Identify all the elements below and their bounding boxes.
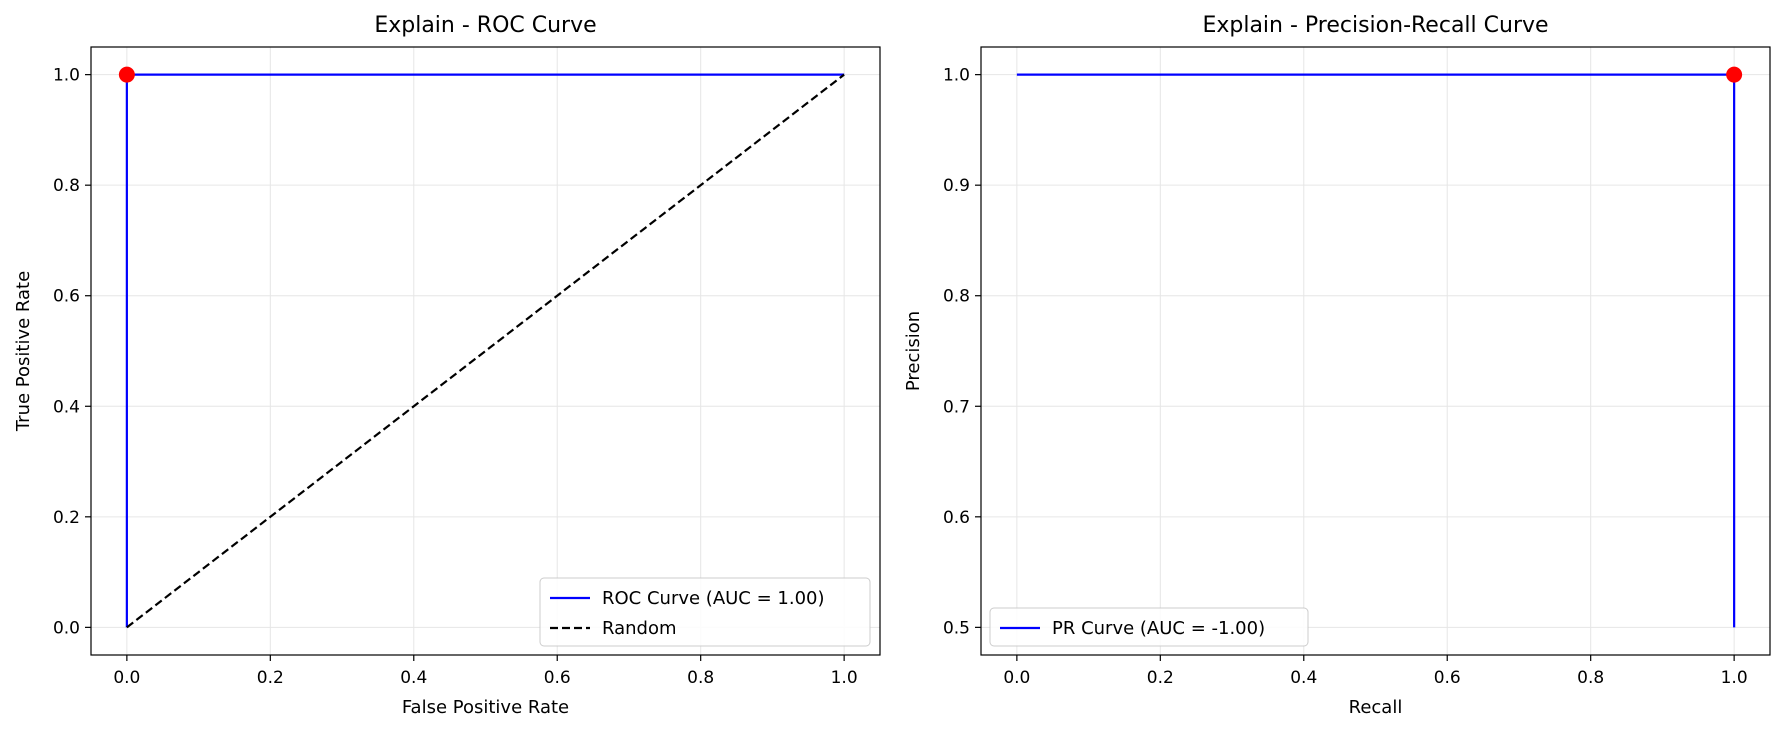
pr-ytick-label: 0.7 xyxy=(943,397,970,417)
pr-ytick-label: 0.6 xyxy=(943,508,970,528)
roc-ytick-label: 0.6 xyxy=(53,287,80,307)
roc-legend: ROC Curve (AUC = 1.00) Random xyxy=(539,577,871,647)
roc-series xyxy=(125,73,845,629)
pr-series-line-0 xyxy=(1016,73,1736,628)
roc-series-line-1 xyxy=(126,73,845,629)
pr-marker-point xyxy=(1726,66,1743,83)
pr-panel: 0.0 0.2 0.4 0.6 0.8 1.0 0.5 0.6 0.7 0.8 0.9 1.0 Exp… xyxy=(903,13,1771,718)
pr-grid xyxy=(981,47,1770,655)
roc-xlabel: False Positive Rate xyxy=(402,697,569,718)
roc-xtick-label: 1.0 xyxy=(831,668,858,688)
roc-markers xyxy=(118,66,135,83)
roc-legend-label-1: Random xyxy=(602,618,677,639)
pr-xtick-label: 0.2 xyxy=(1147,668,1174,688)
pr-ylabel: Precision xyxy=(903,311,924,391)
pr-axes-frame xyxy=(980,46,1771,656)
pr-title: Explain - Precision-Recall Curve xyxy=(1202,13,1548,38)
pr-ytick-label: 0.5 xyxy=(943,618,970,638)
roc-xtick-label: 0.8 xyxy=(687,668,714,688)
pr-markers xyxy=(1726,66,1743,83)
pr-xtick-label: 0.0 xyxy=(1003,668,1030,688)
roc-title: Explain - ROC Curve xyxy=(374,13,596,38)
roc-xtick-label: 0.6 xyxy=(544,668,571,688)
pr-series xyxy=(1016,73,1736,628)
pr-legend-label-0: PR Curve (AUC = -1.00) xyxy=(1052,618,1265,639)
roc-ytick-label: 0.4 xyxy=(53,397,80,417)
pr-xlabel: Recall xyxy=(1349,697,1403,718)
roc-legend-label-0: ROC Curve (AUC = 1.00) xyxy=(602,588,825,609)
roc-legend-box xyxy=(539,577,871,647)
roc-xtick-label: 0.2 xyxy=(257,668,284,688)
pr-xtick-label: 1.0 xyxy=(1721,668,1748,688)
roc-marker-point xyxy=(118,66,135,83)
pr-xtick-label: 0.8 xyxy=(1577,668,1604,688)
pr-legend-box xyxy=(989,607,1309,647)
roc-ticks: 0.0 0.2 0.4 0.6 0.8 1.0 0.0 0.2 0.4 0.6 0.8 1.0 xyxy=(53,66,858,688)
roc-ytick-label: 1.0 xyxy=(53,66,80,86)
roc-ylabel: True Positive Rate xyxy=(13,271,34,432)
pr-xtick-label: 0.4 xyxy=(1290,668,1317,688)
pr-ticks: 0.0 0.2 0.4 0.6 0.8 1.0 0.5 0.6 0.7 0.8 0.9 1.0 xyxy=(943,66,1748,688)
roc-ytick-label: 0.8 xyxy=(53,176,80,196)
roc-xtick-label: 0.4 xyxy=(400,668,427,688)
pr-ytick-label: 1.0 xyxy=(943,66,970,86)
roc-ytick-label: 0.2 xyxy=(53,508,80,528)
pr-ytick-label: 0.8 xyxy=(943,287,970,307)
pr-xtick-label: 0.6 xyxy=(1434,668,1461,688)
roc-ytick-label: 0.0 xyxy=(53,618,80,638)
pr-legend: PR Curve (AUC = -1.00) xyxy=(989,607,1309,647)
roc-axes-frame xyxy=(90,46,881,656)
roc-panel: 0.0 0.2 0.4 0.6 0.8 1.0 0.0 0.2 0.4 0.6 0.8 1.0 Exp… xyxy=(13,13,881,718)
roc-xtick-label: 0.0 xyxy=(113,668,140,688)
pr-ytick-label: 0.9 xyxy=(943,176,970,196)
roc-grid xyxy=(91,47,880,655)
